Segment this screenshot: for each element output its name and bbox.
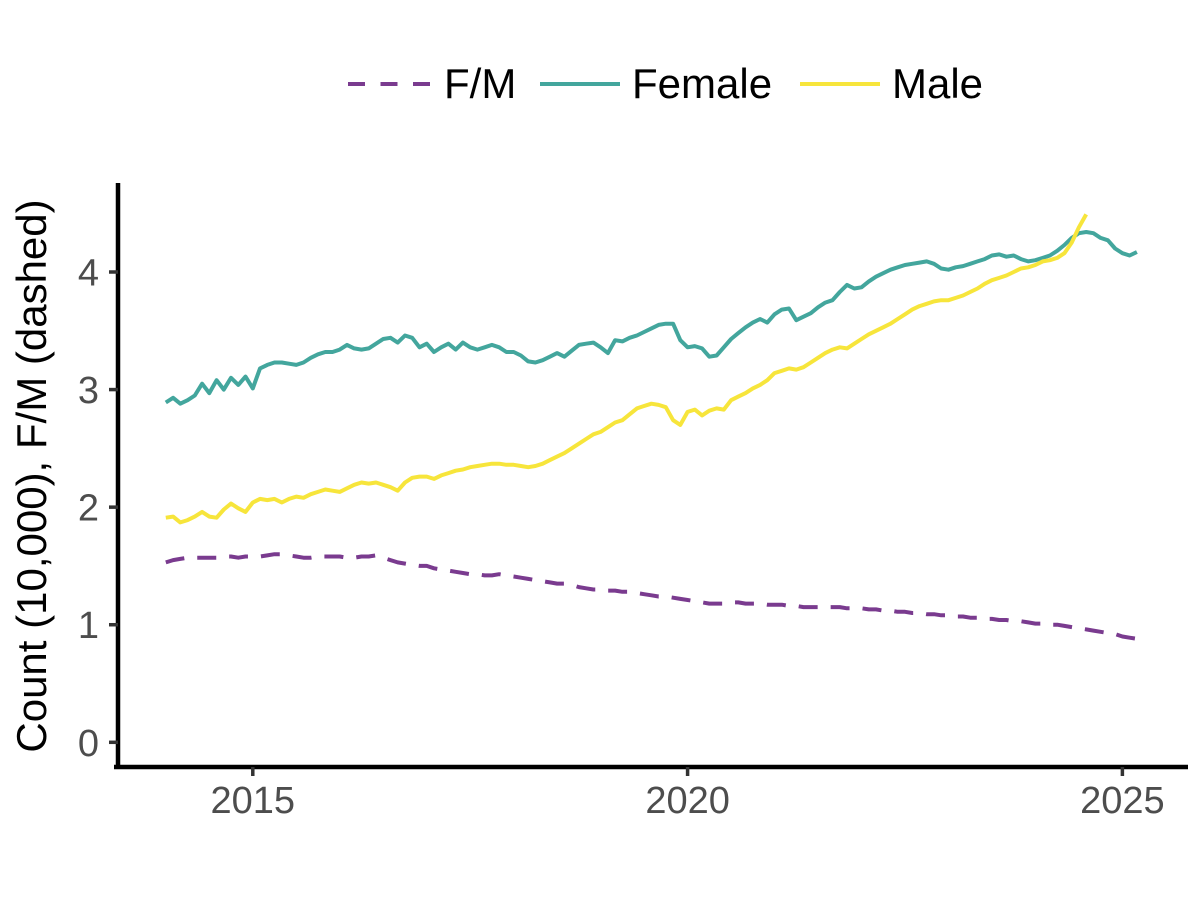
legend-label-male: Male bbox=[892, 60, 983, 107]
legend-label-fm: F/M bbox=[444, 60, 516, 107]
y-tick-label: 1 bbox=[78, 605, 99, 647]
series-line-male bbox=[165, 213, 1088, 525]
y-axis-title: Count (10,000), F/M (dashed) bbox=[8, 199, 55, 752]
series-line-f-m bbox=[165, 552, 1138, 641]
y-tick-label: 2 bbox=[78, 488, 99, 530]
legend-label-female: Female bbox=[632, 60, 772, 107]
plot-lines bbox=[164, 213, 1138, 641]
legend-item-female: Female bbox=[540, 60, 772, 107]
series-line-female bbox=[164, 230, 1138, 406]
axes bbox=[114, 183, 1188, 770]
legend-item-fm: F/M bbox=[348, 60, 516, 107]
y-tick-label: 3 bbox=[78, 370, 99, 412]
x-tick-label: 2015 bbox=[211, 780, 296, 822]
legend-item-male: Male bbox=[800, 60, 983, 107]
legend: F/M Female Male bbox=[348, 60, 983, 107]
axis-ticks: 0 1 2 3 4 2015 2020 2025 bbox=[78, 253, 1165, 822]
x-tick-label: 2020 bbox=[645, 780, 730, 822]
y-tick-label: 0 bbox=[78, 723, 99, 765]
y-tick-label: 4 bbox=[78, 253, 99, 295]
x-tick-label: 2025 bbox=[1080, 780, 1165, 822]
